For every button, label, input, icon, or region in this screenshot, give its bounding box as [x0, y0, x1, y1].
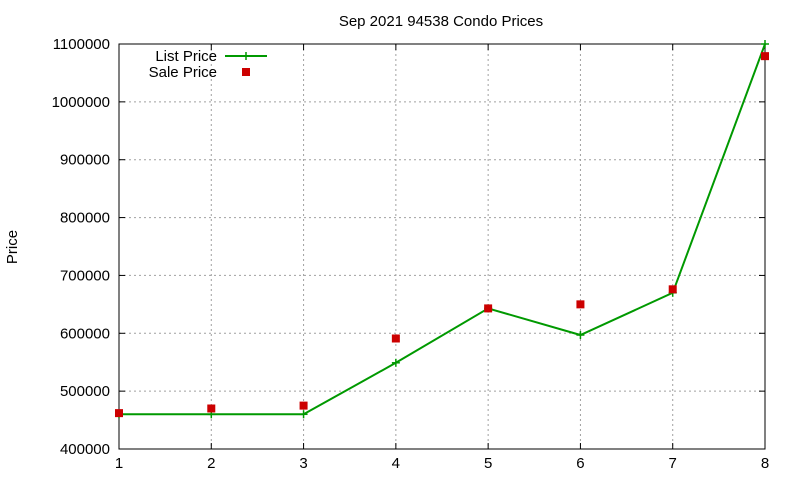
sale-price-point	[484, 304, 493, 313]
x-tick-label: 3	[299, 455, 307, 472]
y-tick-label: 600000	[60, 325, 110, 342]
chart-title: Sep 2021 94538 Condo Prices	[339, 13, 543, 30]
x-tick-label: 5	[484, 455, 492, 472]
series	[115, 40, 769, 419]
list-price-point	[299, 410, 308, 419]
sale-price-point	[115, 409, 123, 418]
sale-price-point	[576, 300, 585, 309]
y-tick-label: 500000	[60, 383, 110, 400]
legend-label-list-price: List Price	[155, 48, 217, 65]
ticks: 400000 500000 600000 700000 800000 900000 1000…	[52, 36, 770, 472]
list-price-point	[391, 358, 400, 367]
list-price-line	[119, 43, 766, 416]
y-tick-label: 700000	[60, 267, 110, 284]
sale-price-point	[207, 404, 216, 413]
y-tick-label: 900000	[60, 152, 110, 169]
x-tick-label: 7	[669, 455, 677, 472]
legend-label-sale-price: Sale Price	[149, 64, 217, 81]
x-tick-label: 8	[761, 455, 769, 472]
y-tick-label: 1100000	[53, 36, 110, 53]
y-tick-label: 1000000	[52, 94, 110, 111]
sale-price-point	[761, 52, 769, 61]
plot-frame	[118, 43, 766, 450]
axes	[118, 43, 766, 450]
legend-marker-sale-price	[242, 68, 250, 76]
sale-price-point	[391, 334, 400, 343]
sale-price-point	[668, 285, 677, 294]
sale-price-point	[299, 401, 308, 410]
x-tick-label: 1	[115, 455, 123, 472]
list-price-point	[576, 331, 585, 340]
y-tick-label: 400000	[60, 441, 110, 458]
grid	[119, 44, 765, 449]
y-axis-label: Price	[4, 230, 21, 264]
x-tick-label: 2	[207, 455, 215, 472]
x-tick-label: 4	[392, 455, 400, 472]
y-tick-label: 800000	[60, 210, 110, 227]
x-tick-label: 6	[576, 455, 584, 472]
list-price-point	[761, 40, 769, 48]
